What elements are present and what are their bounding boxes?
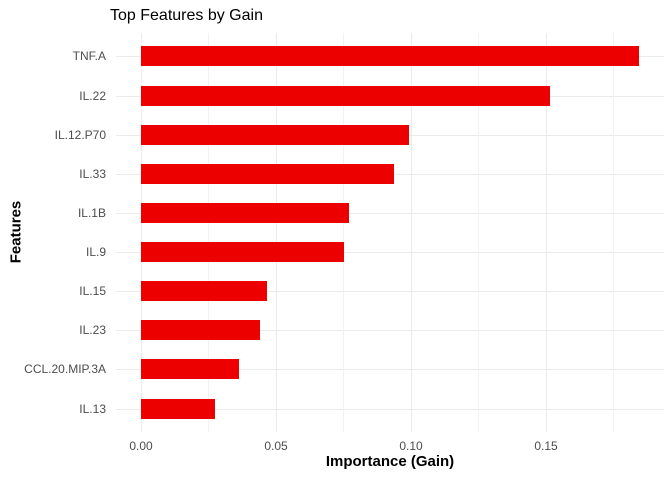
bar — [141, 203, 349, 223]
gridline-horizontal-major — [116, 369, 664, 370]
gridline-vertical-major — [546, 33, 547, 432]
category-label: CCL.20.MIP.3A — [24, 362, 106, 376]
bar — [141, 125, 409, 145]
plot-panel — [116, 33, 664, 432]
category-label: IL.33 — [79, 167, 106, 181]
category-label: IL.12.P70 — [54, 128, 106, 142]
category-label: IL.1B — [77, 206, 106, 220]
category-label: IL.13 — [79, 402, 106, 416]
bar — [141, 164, 394, 184]
x-tick-label: 0.05 — [264, 439, 288, 453]
category-label: TNF.A — [72, 49, 106, 63]
bar — [141, 86, 550, 106]
chart-title: Top Features by Gain — [110, 7, 263, 24]
gridline-vertical-major — [141, 33, 142, 432]
gridline-vertical-minor — [343, 33, 344, 432]
gridline-horizontal-major — [116, 252, 664, 253]
bar — [141, 399, 215, 419]
gridline-vertical-minor — [478, 33, 479, 432]
x-tick-label: 0.00 — [129, 439, 153, 453]
gridline-vertical-minor — [208, 33, 209, 432]
category-label: IL.22 — [79, 89, 106, 103]
bar — [141, 242, 344, 262]
gridline-horizontal-major — [116, 213, 664, 214]
category-label: IL.15 — [79, 284, 106, 298]
gridline-horizontal-major — [116, 409, 664, 410]
bar — [141, 46, 639, 66]
category-label: IL.9 — [85, 245, 106, 259]
x-tick-label: 0.10 — [399, 439, 423, 453]
category-label: IL.23 — [79, 323, 106, 337]
bar — [141, 359, 239, 379]
x-tick-label: 0.15 — [534, 439, 558, 453]
bar — [141, 320, 260, 340]
gridline-vertical-major — [276, 33, 277, 432]
gridline-horizontal-major — [116, 330, 664, 331]
gridline-horizontal-major — [116, 291, 664, 292]
bar — [141, 281, 267, 301]
x-axis-title: Importance (Gain) — [325, 453, 455, 470]
gridline-vertical-major — [411, 33, 412, 432]
gridline-vertical-minor — [613, 33, 614, 432]
